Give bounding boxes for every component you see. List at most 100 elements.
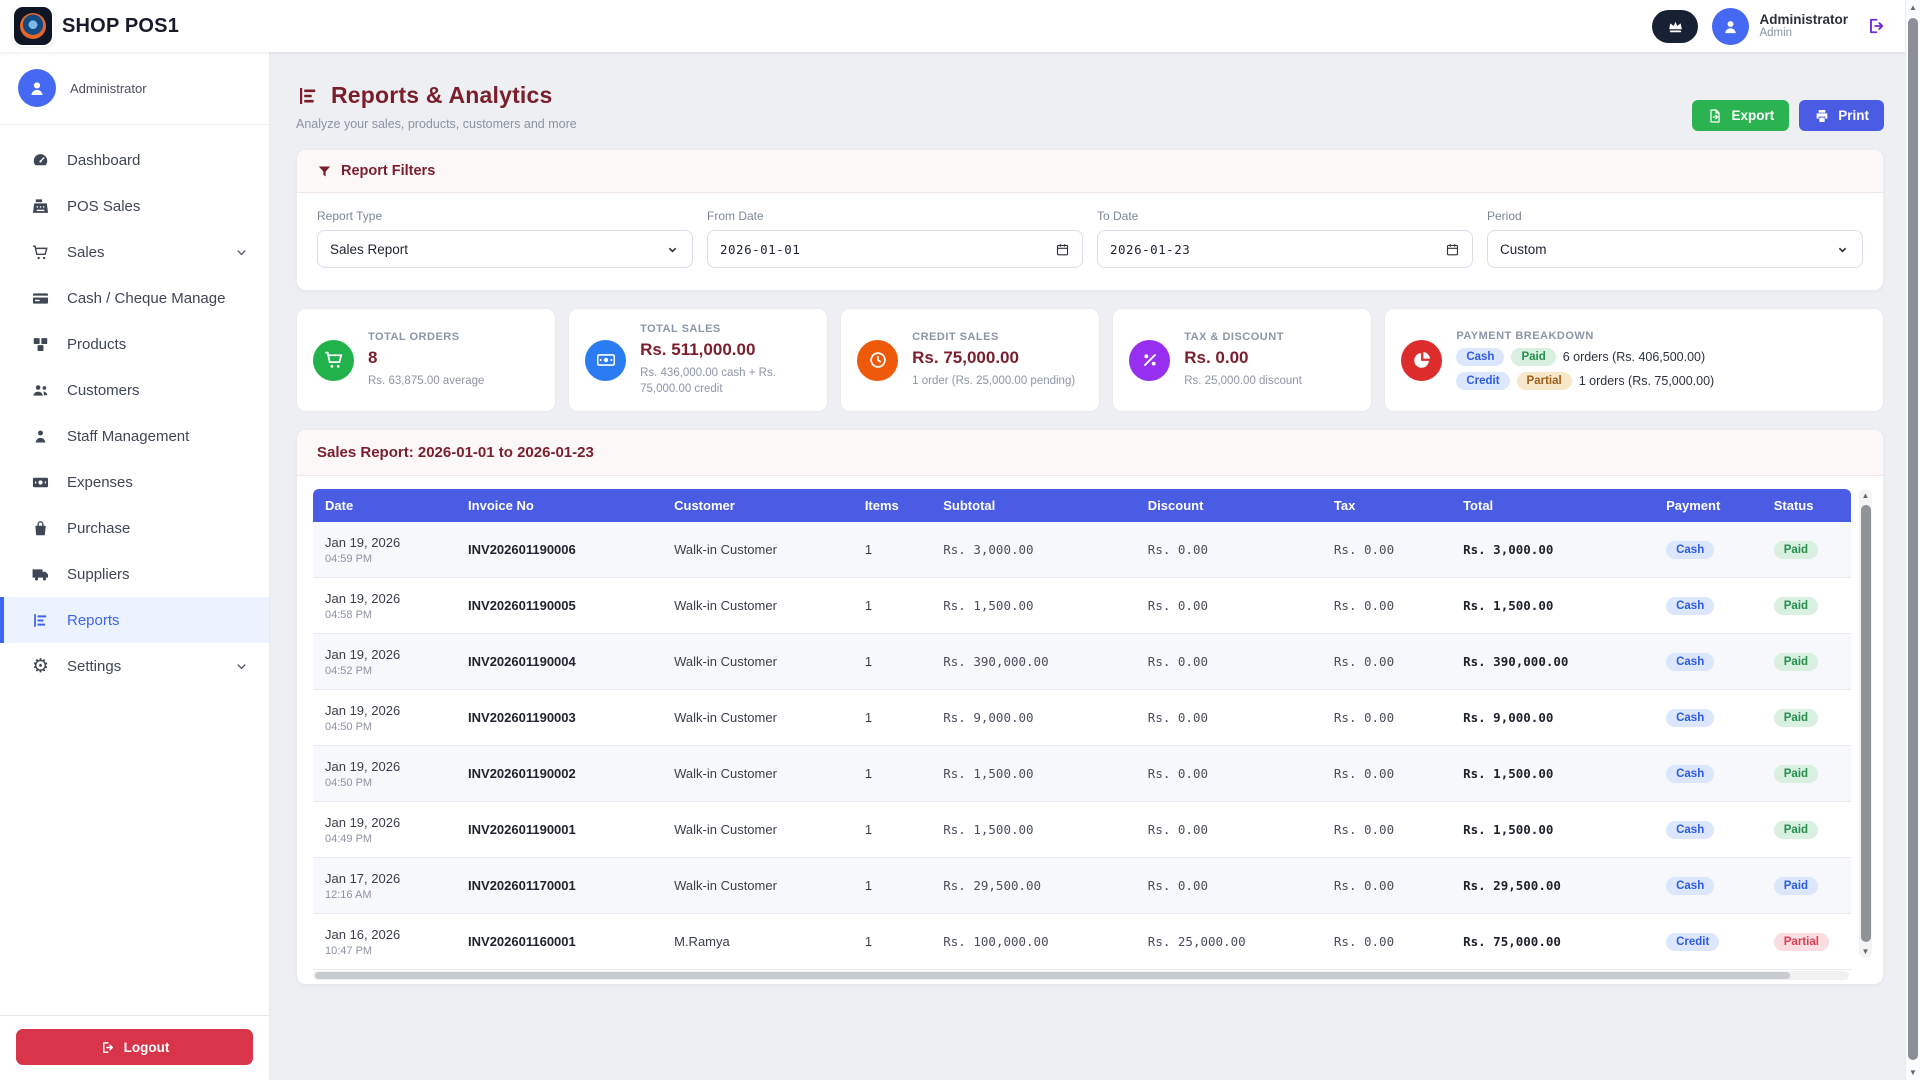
table-vertical-scrollbar[interactable]: ▲ ▼ [1859,489,1872,959]
col-items: Items [852,489,932,523]
row-items: 1 [852,690,932,747]
brand-name: SHOP POS1 [62,14,180,37]
navbar-logout-button[interactable] [1866,16,1886,36]
from-date-input[interactable] [720,241,1055,257]
bar-chart-icon [300,87,316,104]
card-subtext: Rs. 63,875.00 average [368,375,485,388]
from-date-label: From Date [707,209,764,223]
sidebar: Administrator Dashboard POS Sales Sales … [0,52,270,1080]
file-export-icon [1710,108,1721,123]
payment-badge: Cash [1666,821,1715,840]
row-invoice: INV202601190004 [456,634,663,691]
cart-icon [313,339,354,381]
payment-breakdown-card: PAYMENT BREAKDOWN Cash Paid 6 orders (Rs… [1384,308,1885,413]
report-type-field: Report Type Sales Report [317,209,693,268]
to-date-input[interactable] [1110,241,1445,257]
main-content: Reports & Analytics Analyze your sales, … [270,52,1905,1080]
table-horizontal-scrollbar[interactable] [313,971,1849,981]
banknote-icon [31,473,50,492]
sidebar-item-expenses[interactable]: Expenses [0,459,269,505]
sidebar-item-reports[interactable]: Reports [0,597,269,643]
page-scrollbar[interactable]: ▲ ▼ [1905,0,1920,1080]
sidebar-item-pos-sales[interactable]: POS Sales [0,183,269,229]
row-items: 1 [852,578,932,635]
truck-icon [31,565,50,584]
sidebar-item-purchase[interactable]: Purchase [0,505,269,551]
row-discount: Rs. 0.00 [1135,522,1322,579]
report-type-select[interactable]: Sales Report [317,230,693,268]
horizontal-scroll-thumb[interactable] [315,972,1790,980]
sidebar-item-label: Cash / Cheque Manage [67,289,226,307]
cheque-card-icon [31,289,50,308]
sidebar-item-label: Staff Management [67,427,190,445]
card-label: TOTAL SALES [640,323,721,335]
status-badge: Paid [1773,765,1819,784]
row-invoice: INV202601190003 [456,690,663,747]
vertical-scroll-thumb[interactable] [1860,505,1871,943]
scroll-down-arrow[interactable]: ▼ [1909,1068,1917,1077]
export-button[interactable]: Export [1692,100,1790,131]
print-button[interactable]: Print [1799,100,1884,131]
table-row: Jan 19, 2026 04:59 PM INV202601190006 Wal… [313,522,1851,579]
logout-icon [102,1041,113,1053]
scroll-down-arrow[interactable]: ▼ [1861,947,1870,957]
status-badge: Paid [1773,821,1819,840]
sidebar-item-label: Dashboard [67,151,141,169]
sidebar-user: Administrator [0,52,269,125]
to-date-field: To Date [1097,209,1473,268]
app-logo [14,7,52,45]
person-icon [31,82,43,95]
calendar-icon[interactable] [1445,242,1460,257]
scroll-up-arrow[interactable]: ▲ [1909,3,1917,12]
col-status: Status [1761,489,1851,523]
row-time: 04:50 PM [325,776,373,789]
row-discount: Rs. 25,000.00 [1135,914,1322,971]
logo-emblem-icon [20,13,46,39]
sidebar-avatar [18,69,56,107]
credit-sales-card: CREDIT SALES Rs. 75,000.00 1 order (Rs. … [840,308,1101,413]
scroll-up-arrow[interactable]: ▲ [1861,491,1870,501]
row-date: Jan 16, 2026 [325,926,401,942]
sidebar-item-label: Settings [67,657,122,675]
logout-button[interactable]: Logout [16,1029,253,1065]
report-table-body: Jan 19, 2026 04:59 PM INV202601190006 Wal… [313,522,1851,971]
sales-report-table: Date Invoice No Customer Items Subtotal … [313,489,1851,971]
sidebar-item-customers[interactable]: Customers [0,367,269,413]
page-scroll-thumb[interactable] [1908,18,1918,1060]
col-payment: Payment [1654,489,1762,523]
col-subtotal: Subtotal [931,489,1136,523]
card-subtext: 1 order (Rs. 25,000.00 pending) [912,375,1076,388]
row-items: 1 [852,634,932,691]
period-select[interactable]: Custom [1487,230,1863,268]
credit-sales-content: CREDIT SALES Rs. 75,000.00 1 order (Rs. … [912,331,1075,389]
row-tax: Rs. 0.00 [1321,914,1452,971]
top-navbar: SHOP POS1 Administrator Admin [0,0,1920,52]
breakdown-text: 1 orders (Rs. 75,000.00) [1578,374,1715,389]
row-customer: Walk-in Customer [662,578,853,635]
row-customer: Walk-in Customer [662,802,853,859]
user-avatar[interactable] [1712,7,1750,45]
sidebar-item-label: Purchase [67,519,131,537]
sidebar-item-dashboard[interactable]: Dashboard [0,137,269,183]
payment-breakdown-content: PAYMENT BREAKDOWN Cash Paid 6 orders (Rs… [1456,330,1715,391]
sidebar-item-sales[interactable]: Sales [0,229,269,275]
sidebar-item-cash-cheque[interactable]: Cash / Cheque Manage [0,275,269,321]
row-customer: Walk-in Customer [662,690,853,747]
row-customer: Walk-in Customer [662,522,853,579]
card-value: Rs. 0.00 [1184,348,1249,368]
sidebar-item-products[interactable]: Products [0,321,269,367]
sidebar-item-staff[interactable]: Staff Management [0,413,269,459]
total-orders-card: TOTAL ORDERS 8 Rs. 63,875.00 average [296,308,557,413]
sidebar-item-suppliers[interactable]: Suppliers [0,551,269,597]
table-row: Jan 19, 2026 04:50 PM INV202601190003 Wal… [313,690,1851,747]
logout-label: Logout [123,1039,170,1055]
period-label: Period [1487,209,1522,223]
row-invoice: INV202601160001 [456,914,663,971]
sidebar-item-settings[interactable]: ⚙ Settings [0,643,269,689]
tax-discount-card: TAX & DISCOUNT Rs. 0.00 Rs. 25,000.00 di… [1112,308,1373,413]
report-type-label: Report Type [317,209,383,223]
row-date: Jan 19, 2026 [325,758,401,774]
crown-button[interactable] [1652,9,1699,43]
calendar-icon[interactable] [1055,242,1070,257]
row-time: 04:58 PM [325,608,373,621]
